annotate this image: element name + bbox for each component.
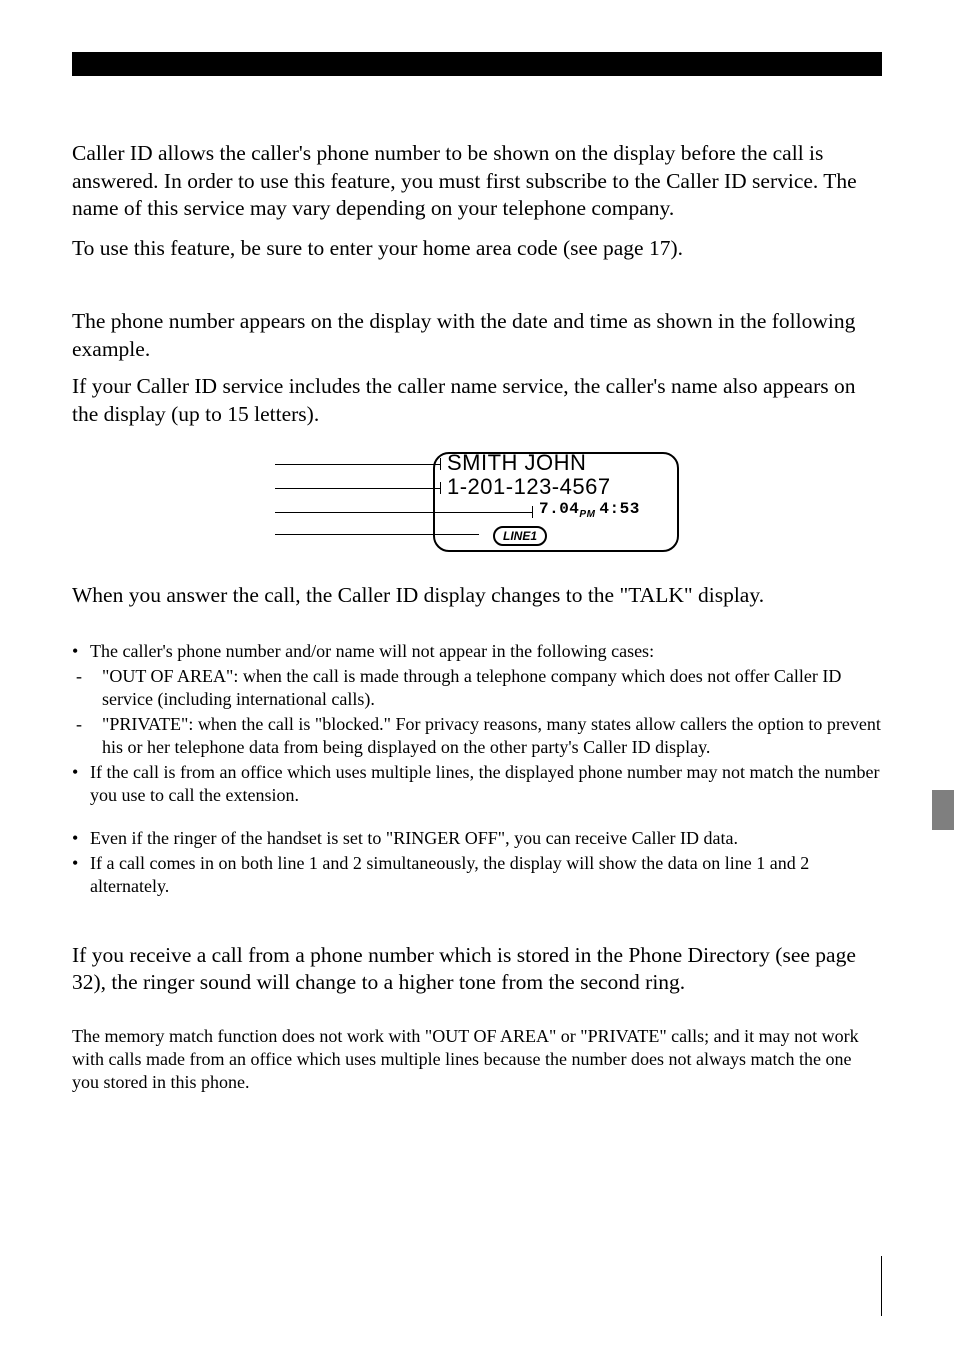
intro-paragraph-1: Caller ID allows the caller's phone numb…	[72, 140, 882, 223]
footer-line	[881, 1256, 882, 1316]
intro-paragraph-3: The phone number appears on the display …	[72, 308, 882, 363]
note-subitem: "OUT OF AREA": when the call is made thr…	[72, 665, 882, 711]
lcd-time: 4:53	[599, 500, 639, 518]
lcd-caller-name: SMITH JOHN	[447, 450, 586, 476]
note-item: The caller's phone number and/or name wi…	[72, 640, 882, 663]
lcd-date: 7.04	[539, 500, 579, 518]
after-lcd-paragraph: When you answer the call, the Caller ID …	[72, 582, 882, 610]
page: Caller ID allows the caller's phone numb…	[0, 0, 954, 1352]
notes-block-2: Even if the ringer of the handset is set…	[72, 827, 882, 898]
note-subitem: "PRIVATE": when the call is "blocked." F…	[72, 713, 882, 759]
callout-tick	[440, 458, 441, 470]
callout-tick	[440, 482, 441, 494]
intro-paragraph-2: To use this feature, be sure to enter yo…	[72, 235, 882, 263]
lcd-diagram: SMITH JOHN 1-201-123-4567 7.04PM 4:53	[72, 452, 882, 552]
intro-paragraph-4: If your Caller ID service includes the c…	[72, 373, 882, 428]
lcd-line-badge: LINE1	[493, 526, 547, 546]
callout-line	[275, 512, 533, 513]
callout-line	[275, 534, 479, 535]
lcd-datetime: 7.04PM 4:53	[539, 500, 640, 520]
note-item: Even if the ringer of the handset is set…	[72, 827, 882, 850]
lcd-caller-number: 1-201-123-4567	[447, 474, 611, 500]
memory-match-note: The memory match function does not work …	[72, 1025, 882, 1094]
callout-line	[275, 464, 441, 465]
side-tab	[932, 790, 954, 830]
callout-tick	[532, 506, 533, 518]
note-item: If the call is from an office which uses…	[72, 761, 882, 807]
lcd-pm: PM	[579, 509, 595, 520]
header-bar	[72, 52, 882, 76]
note-item: If a call comes in on both line 1 and 2 …	[72, 852, 882, 898]
notes-block-1: The caller's phone number and/or name wi…	[72, 640, 882, 807]
callout-line	[275, 488, 441, 489]
memory-match-paragraph: If you receive a call from a phone numbe…	[72, 942, 882, 997]
